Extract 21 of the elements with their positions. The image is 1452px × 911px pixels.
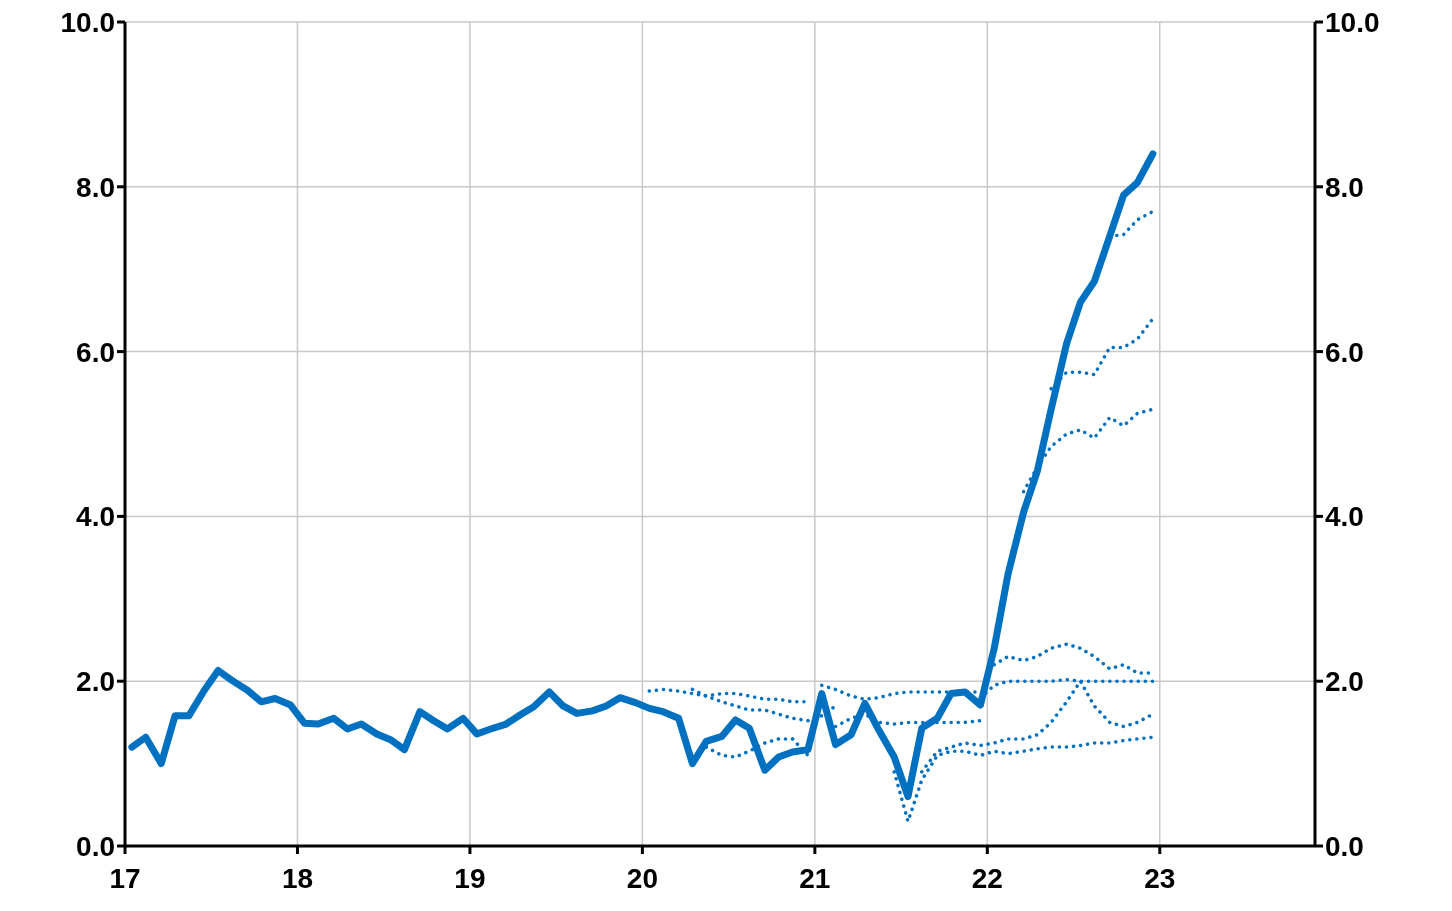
y-tick-label: 2.0 [76,666,115,698]
x-tick-label: 22 [971,862,1003,894]
x-tick-label: 23 [1144,862,1176,894]
line-series [833,712,983,729]
y2-tick-label: 0.0 [1325,830,1364,862]
y-tick-label: 6.0 [76,336,115,368]
y2-tick-label: 6.0 [1325,336,1364,368]
y2-tick-label: 4.0 [1325,501,1364,533]
x-tick-label: 20 [626,862,658,894]
x-tick-label: 17 [109,862,141,894]
line-series [704,737,810,759]
y2-tick-label: 2.0 [1325,666,1364,698]
x-tick-label: 19 [454,862,486,894]
y2-tick-label: 10.0 [1325,6,1380,38]
x-tick-label: 21 [799,862,831,894]
y-tick-label: 10.0 [60,6,115,38]
y-tick-label: 8.0 [76,171,115,203]
y-tick-label: 0.0 [76,830,115,862]
x-tick-label: 18 [281,862,314,894]
y2-tick-label: 8.0 [1325,171,1364,203]
y-tick-label: 4.0 [76,501,115,533]
